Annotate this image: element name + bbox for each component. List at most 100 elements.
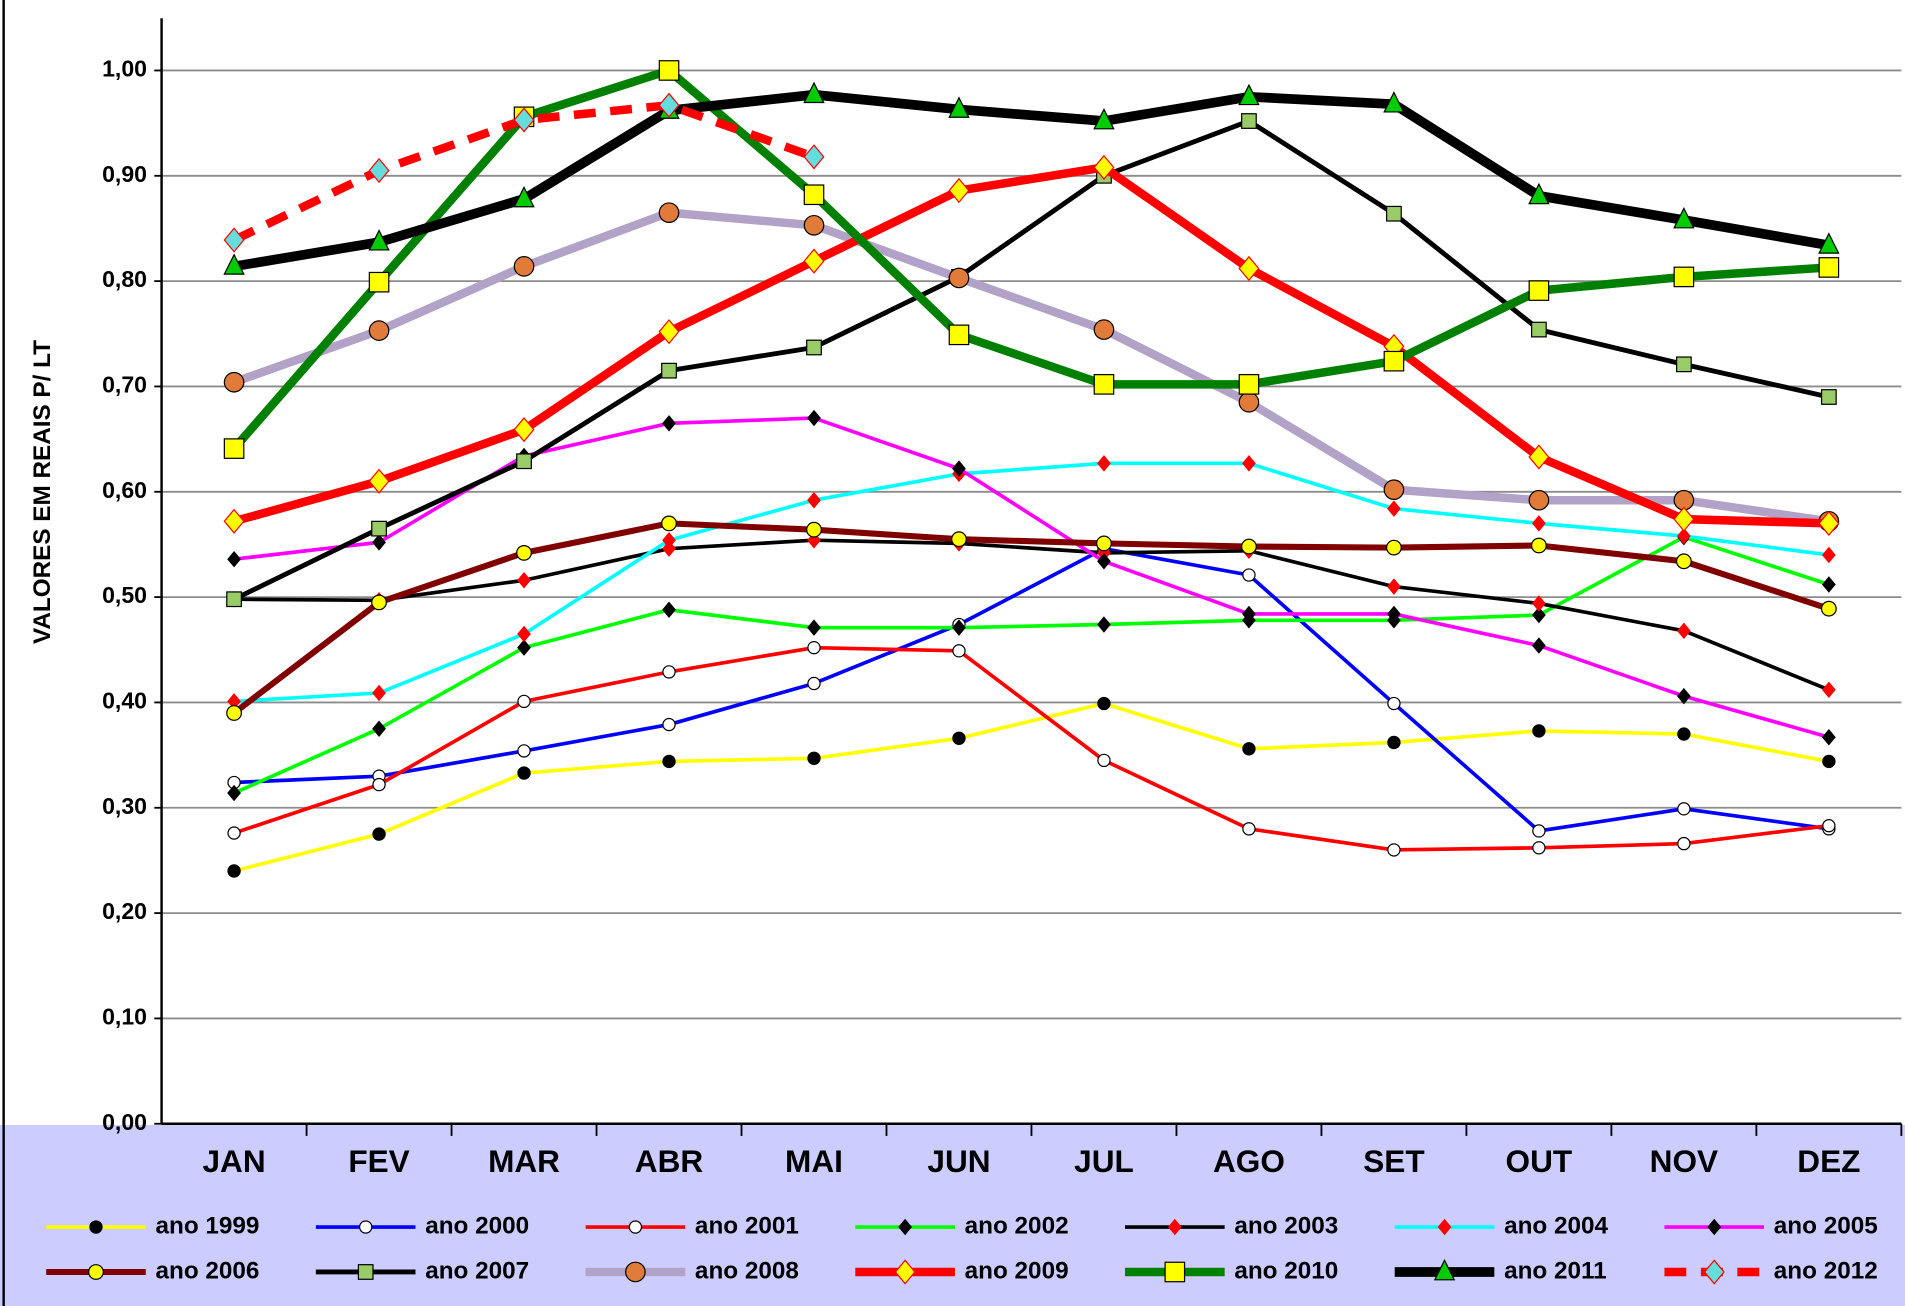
point — [658, 92, 680, 118]
point — [516, 453, 532, 470]
point — [1387, 605, 1401, 623]
point — [658, 202, 680, 223]
point — [223, 227, 245, 253]
point — [371, 520, 387, 537]
point — [227, 826, 241, 840]
series-line — [234, 538, 1830, 692]
point — [803, 81, 825, 104]
point — [1821, 546, 1836, 564]
legend-marker — [1703, 1259, 1725, 1285]
point — [948, 267, 970, 289]
x-tick-label: FEV — [348, 1143, 409, 1179]
y-tick-label: 0,10 — [102, 1004, 147, 1030]
y-axis-label: VALORES EM REAIS P/ LT — [29, 340, 56, 644]
series-line — [233, 118, 1830, 602]
series-line — [233, 645, 1830, 852]
point — [513, 185, 535, 208]
point — [1528, 489, 1550, 511]
point — [1818, 257, 1840, 278]
point — [1242, 568, 1256, 582]
point — [1673, 266, 1695, 288]
point — [1387, 578, 1401, 595]
point — [1677, 687, 1691, 705]
x-tick-label: MAR — [488, 1143, 560, 1179]
point — [952, 731, 966, 745]
point — [951, 531, 967, 548]
point — [1677, 527, 1691, 545]
legend-marker — [1164, 1261, 1186, 1283]
y-tick-label: 0,30 — [102, 793, 147, 819]
point — [803, 184, 825, 206]
x-tick-label: OUT — [1506, 1143, 1573, 1179]
point — [371, 594, 387, 611]
point — [372, 827, 386, 841]
point — [662, 540, 676, 557]
point — [372, 720, 386, 738]
point — [1238, 374, 1260, 395]
point — [1532, 841, 1546, 855]
point — [658, 319, 680, 345]
point — [1387, 696, 1401, 711]
point — [372, 684, 386, 702]
point — [1822, 754, 1836, 769]
point — [807, 676, 821, 691]
point — [661, 362, 677, 379]
point — [1820, 389, 1837, 405]
point — [1383, 91, 1405, 113]
point — [223, 371, 245, 393]
y-tick-label: 0,80 — [102, 266, 147, 292]
series-line — [232, 100, 816, 244]
point — [1097, 696, 1111, 711]
point — [1383, 479, 1405, 501]
point — [1532, 595, 1546, 612]
point — [368, 229, 390, 251]
point — [1242, 605, 1256, 623]
y-tick-label: 0,50 — [102, 582, 147, 608]
point — [513, 256, 535, 277]
point — [662, 717, 676, 732]
legend-marker — [625, 1261, 646, 1283]
point — [948, 177, 970, 204]
point — [662, 415, 676, 432]
point — [1097, 553, 1111, 570]
point — [952, 460, 966, 477]
x-tick-label: JUL — [1074, 1143, 1134, 1179]
x-tick-label: JUN — [927, 1143, 990, 1179]
y-tick-label: 0,40 — [102, 688, 147, 714]
point — [1093, 108, 1115, 130]
point — [1528, 182, 1550, 205]
y-tick-label: 1,00 — [102, 56, 147, 82]
series-line — [232, 163, 1829, 528]
point — [1242, 742, 1256, 756]
point — [1386, 539, 1402, 556]
legend-marker — [1167, 1218, 1182, 1236]
legend-label: ano 2004 — [1504, 1212, 1608, 1239]
point — [948, 324, 970, 346]
point — [1532, 515, 1546, 532]
point — [1532, 606, 1546, 624]
y-tick-label: 0,70 — [102, 372, 147, 398]
point — [1677, 727, 1691, 741]
legend-label: ano 2008 — [695, 1257, 799, 1284]
point — [1818, 510, 1840, 536]
series-line — [233, 461, 1830, 704]
point — [1821, 728, 1836, 746]
point — [806, 339, 822, 356]
legend-label: ano 2001 — [695, 1212, 799, 1239]
point — [1241, 113, 1257, 129]
point — [1532, 724, 1546, 738]
series-line — [230, 66, 1830, 452]
point — [1097, 753, 1111, 768]
point — [223, 438, 245, 459]
point — [806, 521, 822, 538]
point — [1387, 843, 1401, 857]
point — [368, 320, 390, 341]
point — [803, 248, 825, 274]
legend-label: ano 2003 — [1234, 1212, 1338, 1239]
point — [952, 644, 966, 658]
point — [223, 508, 245, 534]
point — [662, 665, 676, 679]
point — [1675, 356, 1692, 373]
point — [952, 619, 966, 636]
point — [1093, 374, 1115, 395]
